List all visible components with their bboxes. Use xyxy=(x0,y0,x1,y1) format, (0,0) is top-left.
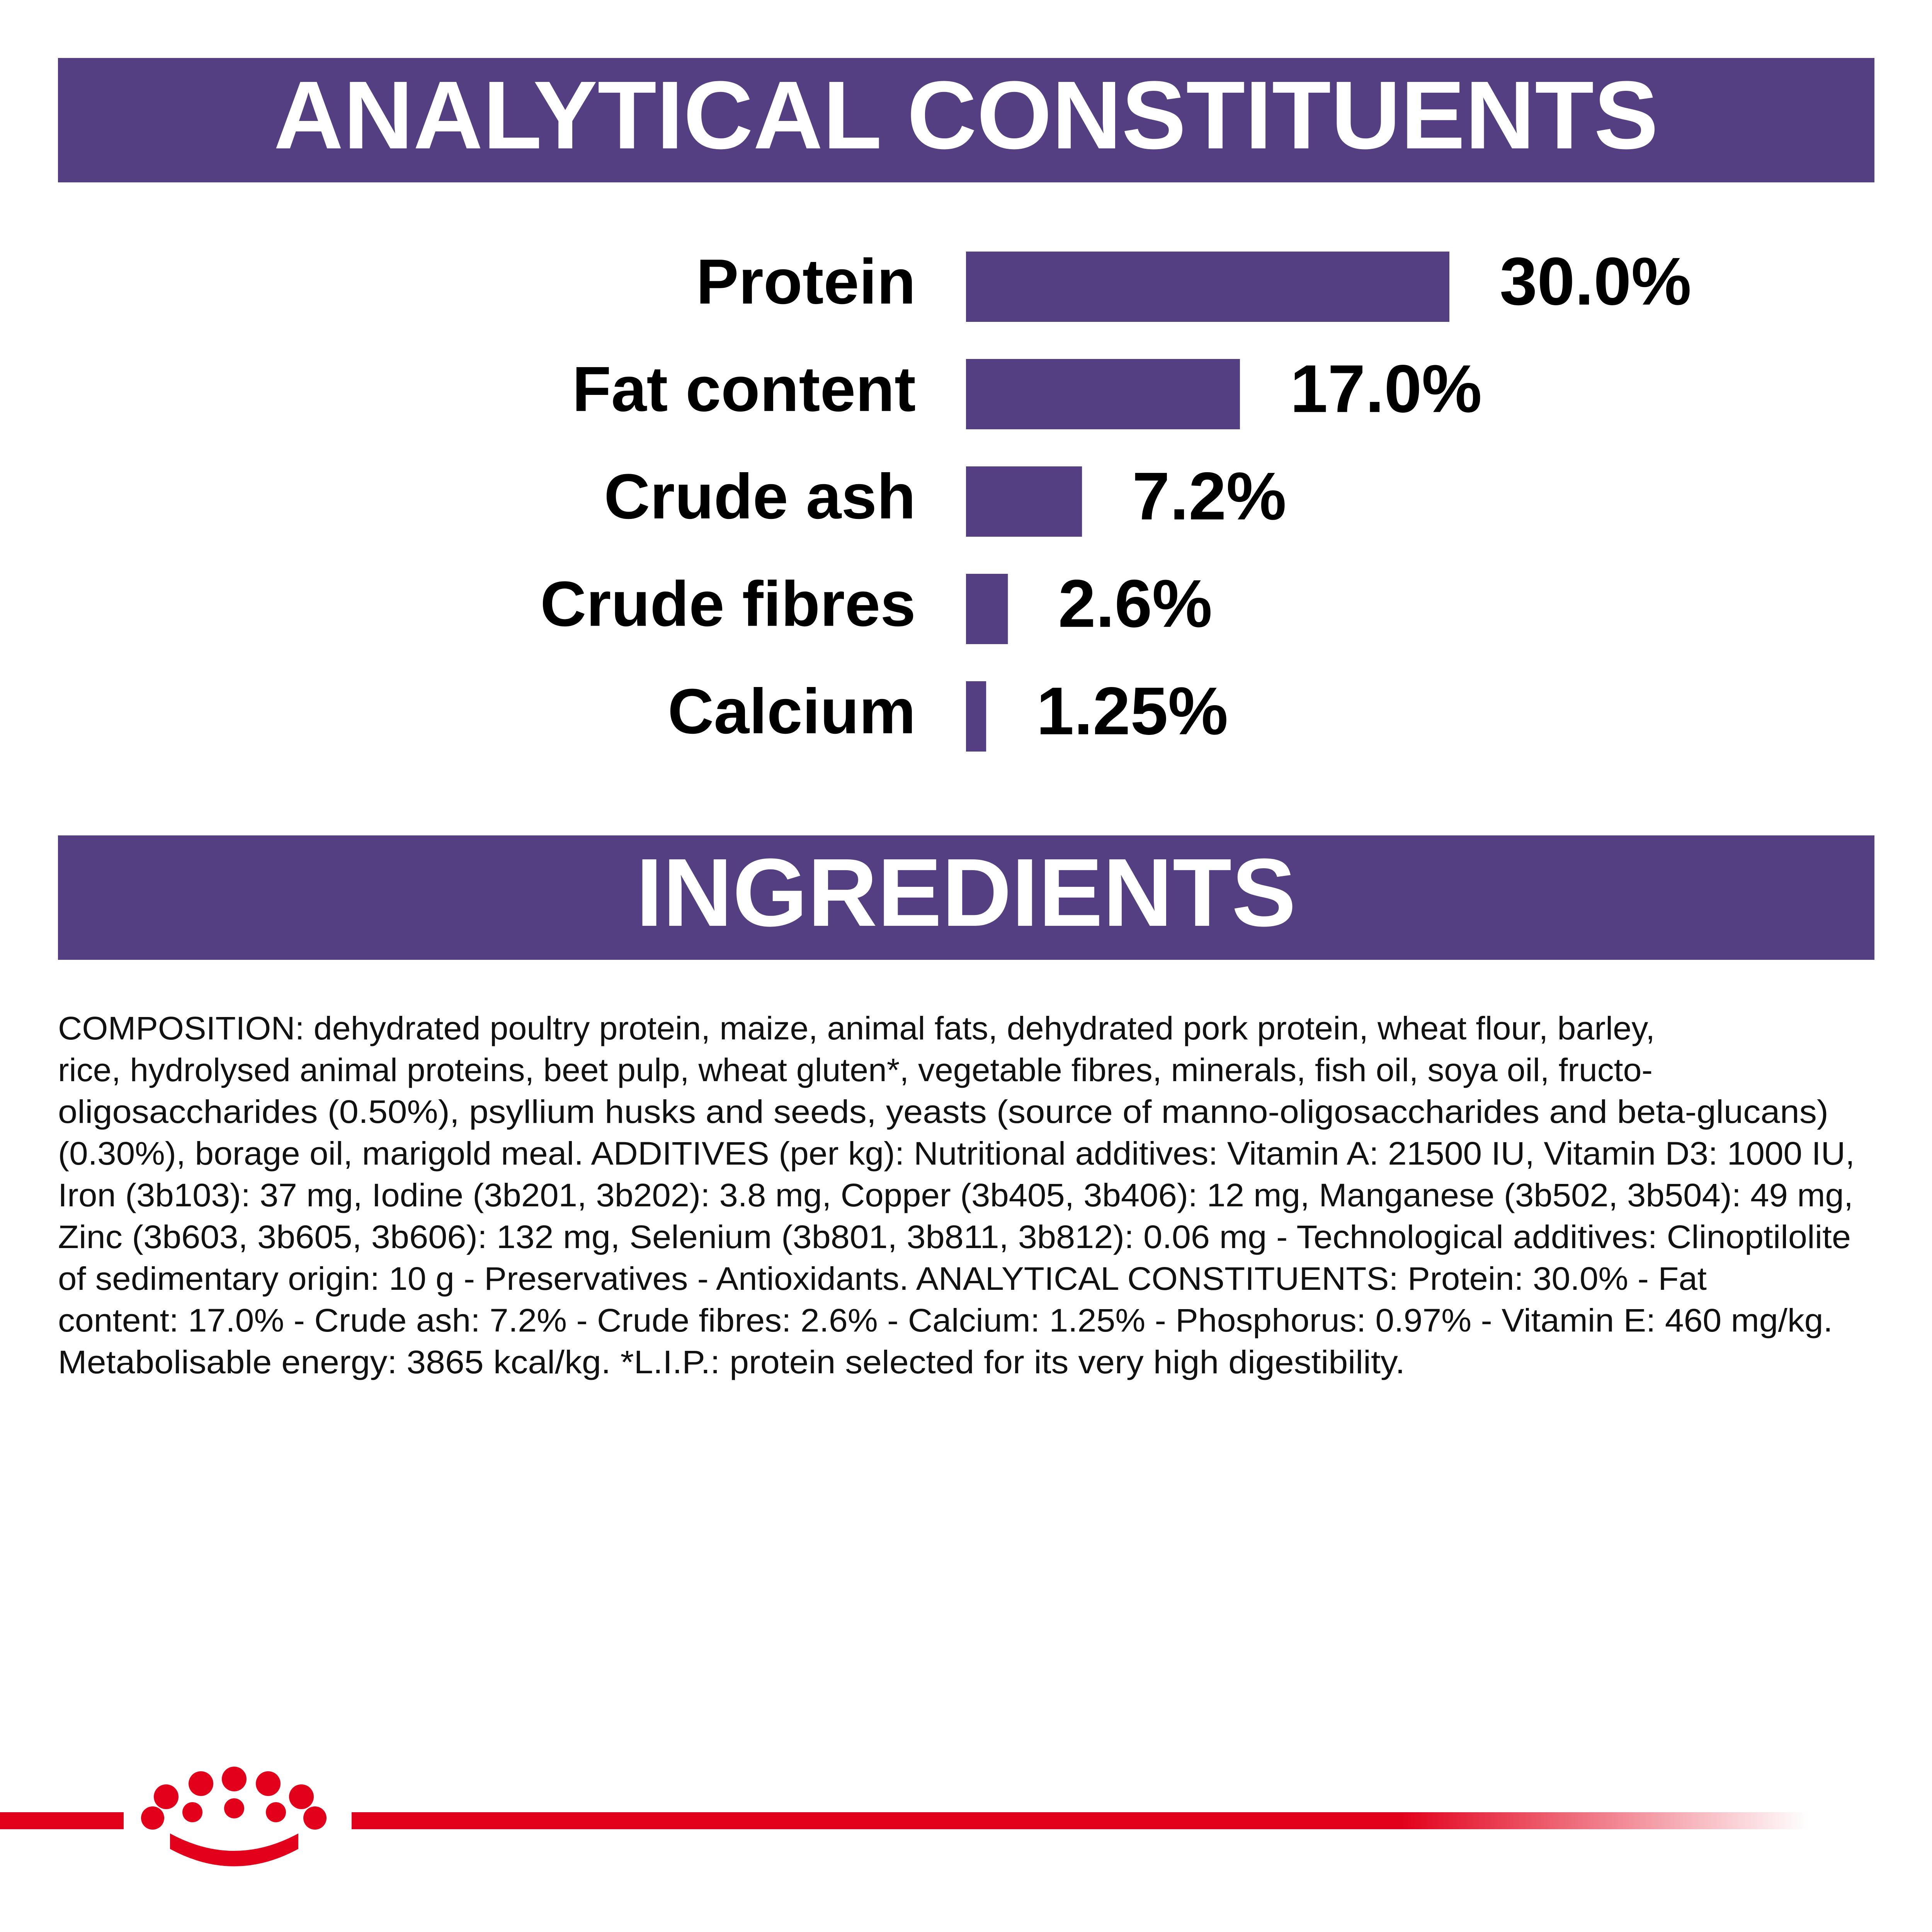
header-band xyxy=(58,58,1874,182)
header-band xyxy=(58,835,1874,960)
value-label: 7.2% xyxy=(1132,459,1286,534)
bar xyxy=(966,466,1082,537)
category-label: Fat content xyxy=(572,354,916,425)
ingredients-title: INGREDIENTS xyxy=(636,838,1296,946)
chart-title: ANALYTICAL CONSTITUENTS xyxy=(274,61,1658,169)
ingredients-line: Metabolisable energy: 3865 kcal/kg. *L.I… xyxy=(58,1344,1405,1380)
category-label: Crude fibres xyxy=(540,568,916,639)
brand-logo xyxy=(0,1767,1808,1866)
value-label: 2.6% xyxy=(1058,566,1212,641)
ingredients-line: COMPOSITION: dehydrated poultry protein,… xyxy=(58,1010,1655,1046)
ingredients-line: oligosaccharides (0.50%), psyllium husks… xyxy=(58,1094,1828,1130)
category-label: Calcium xyxy=(668,676,916,747)
bar xyxy=(966,681,986,752)
ingredients-line: rice, hydrolysed animal proteins, beet p… xyxy=(58,1052,1653,1088)
ingredients-line: of sedimentary origin: 10 g - Preservati… xyxy=(58,1260,1707,1297)
ingredients-line: Iron (3b103): 37 mg, Iodine (3b201, 3b20… xyxy=(58,1177,1853,1213)
bar xyxy=(966,359,1240,429)
value-label: 30.0% xyxy=(1500,244,1691,319)
ingredients-line: (0.30%), borage oil, marigold meal. ADDI… xyxy=(58,1135,1855,1172)
bar xyxy=(966,252,1449,322)
value-label: 1.25% xyxy=(1036,673,1228,749)
bar xyxy=(966,574,1008,644)
category-label: Protein xyxy=(696,246,916,317)
ingredients-line: content: 17.0% - Crude ash: 7.2% - Crude… xyxy=(58,1302,1833,1338)
ingredients-line: Zinc (3b603, 3b605, 3b606): 132 mg, Sele… xyxy=(58,1219,1851,1255)
value-label: 17.0% xyxy=(1290,351,1482,427)
category-label: Crude ash xyxy=(604,461,916,532)
